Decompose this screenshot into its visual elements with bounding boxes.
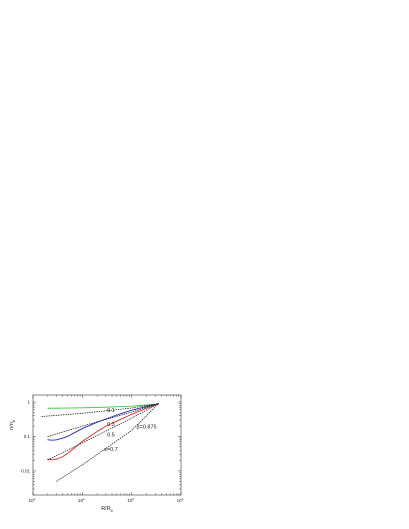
dotted-series-line-6 <box>47 403 159 461</box>
series-group <box>41 403 159 482</box>
solid-series-line-3 <box>47 403 159 461</box>
y-tick-label: 0.01 <box>21 469 30 474</box>
y-tick-label: 0.1 <box>24 434 31 439</box>
x-tick-label: 101 <box>78 497 85 503</box>
x-tick-label: 102 <box>127 497 134 503</box>
annotation-label-3: 0.3 <box>107 422 115 428</box>
y-tick-label: 1 <box>27 400 30 405</box>
plot-layer: 100 101 102 103 0.01 0.1 1 R/Rb n/nb β=0.875 0.1 0.… <box>9 394 184 513</box>
annotation-label-2: 0.1 <box>107 408 115 414</box>
annotation-label-1: β=0.875 <box>136 425 156 431</box>
y-axis-label: n/nb <box>9 420 16 430</box>
dotted-series-line-5 <box>47 403 159 437</box>
annotation-label-4: 0.5 <box>107 433 115 439</box>
plot-frame <box>32 394 182 496</box>
annotation-label-5: s=0.7 <box>104 447 118 453</box>
solid-series-line-2 <box>47 403 159 441</box>
dotted-series-line-4 <box>41 403 159 417</box>
x-tick-label: 103 <box>177 497 184 503</box>
x-tick-label: 100 <box>29 497 36 503</box>
x-axis-label: R/Rb <box>101 506 113 513</box>
dotted-series-line-7 <box>56 403 159 482</box>
